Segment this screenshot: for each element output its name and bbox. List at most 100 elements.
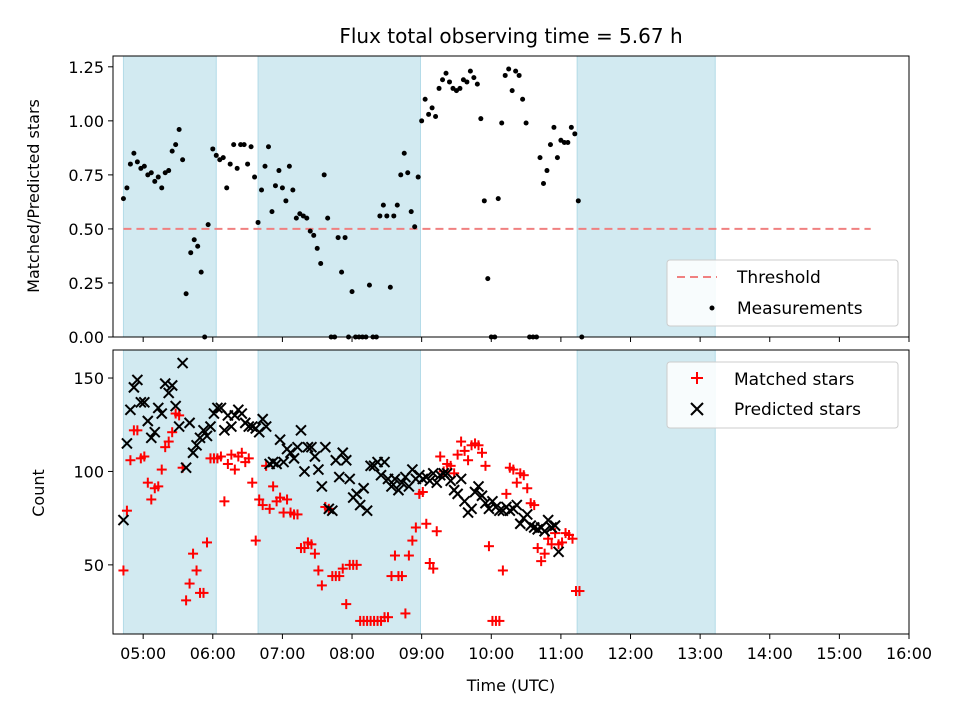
measurement-point	[286, 163, 292, 169]
matched-star-point	[435, 451, 446, 462]
predicted-star-point	[392, 484, 405, 496]
predicted-star-point	[183, 417, 196, 429]
predicted-star-point	[138, 396, 151, 409]
predicted-star-point	[483, 503, 495, 515]
matched-star-point	[400, 608, 411, 619]
measurement-point	[195, 243, 201, 249]
predicted-star-point	[204, 420, 217, 433]
predicted-star-point	[375, 469, 387, 481]
predicted-star-point	[357, 482, 370, 494]
matched-star-point	[316, 580, 327, 591]
measurement-point	[339, 269, 345, 275]
predicted-star-point	[444, 475, 457, 487]
matched-star-point	[431, 526, 442, 537]
predicted-star-point	[162, 387, 175, 399]
predicted-star-point	[476, 490, 488, 502]
measurement-point	[227, 161, 233, 167]
predicted-star-point	[472, 480, 485, 493]
predicted-star-point	[479, 497, 492, 509]
matched-star-point	[508, 464, 519, 475]
matched-star-point	[243, 453, 254, 464]
measurement-point	[304, 215, 310, 221]
predicted-star-point	[378, 456, 391, 468]
measurement-point	[169, 148, 175, 154]
matched-star-point	[191, 565, 202, 576]
matched-star-point	[146, 494, 157, 505]
measurement-point	[321, 172, 327, 178]
x-tick-label: 13:00	[677, 644, 723, 663]
matched-star-point	[268, 481, 279, 492]
predicted-star-point	[145, 432, 157, 444]
matched-star-point	[476, 447, 487, 458]
measurement-point	[547, 142, 553, 148]
matched-star-point	[518, 470, 529, 481]
matched-star-point	[299, 543, 310, 554]
matched-star-point	[215, 451, 226, 462]
matched-star-point	[174, 410, 185, 421]
predicted-star-point	[302, 441, 314, 453]
matched-star-point	[219, 496, 230, 507]
predicted-star-point	[486, 495, 499, 508]
matched-star-point	[132, 425, 143, 436]
predicted-star-point	[117, 514, 130, 526]
measurement-point	[405, 170, 411, 176]
measurement-point	[183, 291, 189, 297]
measurement-point	[384, 213, 390, 219]
matched-star-point	[188, 548, 199, 559]
matched-star-point	[337, 563, 348, 574]
matched-star-point	[184, 578, 195, 589]
matched-star-point	[264, 503, 275, 514]
matched-star-point	[181, 595, 192, 606]
top-shaded-span	[257, 55, 421, 338]
measurement-point	[269, 209, 275, 215]
measurement-point	[429, 105, 435, 111]
measurement-point	[471, 75, 477, 81]
top-y-axis-label: Matched/Predicted stars	[24, 99, 43, 293]
measurement-point	[474, 81, 480, 87]
top-y-tick-label: 0.50	[68, 220, 104, 239]
top-y-tick-label: 1.25	[68, 58, 104, 77]
top-legend: Threshold Measurements	[666, 259, 899, 327]
legend-predicted-swatch	[690, 402, 704, 416]
matched-star-point	[309, 548, 320, 559]
measurement-point	[127, 161, 133, 167]
measurement-point	[443, 70, 449, 76]
predicted-star-point	[424, 475, 436, 487]
matched-star-point	[473, 440, 484, 451]
measurement-point	[412, 224, 418, 230]
predicted-star-point	[552, 546, 565, 558]
matched-star-point	[389, 550, 400, 561]
measurement-point	[495, 196, 501, 202]
measurement-point	[173, 142, 179, 148]
matched-star-point	[160, 442, 171, 453]
measurement-point	[440, 77, 446, 83]
matched-star-point	[539, 548, 550, 559]
matched-star-point	[341, 599, 352, 610]
measurement-point	[290, 187, 296, 193]
predicted-star-point	[295, 424, 307, 437]
predicted-star-point	[521, 508, 533, 521]
predicted-star-point	[201, 430, 213, 442]
measurement-point	[377, 213, 383, 219]
predicted-star-point	[298, 465, 311, 478]
bottom-shaded-span	[122, 349, 217, 635]
matched-star-point	[118, 565, 129, 576]
measurement-point	[325, 215, 331, 221]
predicted-star-point	[274, 433, 286, 446]
measurement-point	[561, 139, 567, 145]
top-panel: Flux total observing time = 5.67 h 0.000…	[24, 24, 910, 347]
matched-star-point	[410, 522, 421, 533]
x-tick-label: 10:00	[468, 644, 514, 663]
predicted-star-point	[197, 424, 210, 437]
bottom-shaded-span	[257, 349, 421, 635]
measurement-point	[262, 163, 268, 169]
predicted-star-point	[469, 486, 481, 498]
measurement-point	[241, 142, 247, 148]
measurement-point	[188, 250, 194, 256]
matched-star-point	[306, 539, 317, 550]
measurement-point	[537, 155, 543, 161]
matched-star-point	[567, 533, 578, 544]
matched-star-point	[501, 488, 512, 499]
measurement-point	[318, 261, 324, 267]
predicted-star-point	[344, 473, 356, 485]
